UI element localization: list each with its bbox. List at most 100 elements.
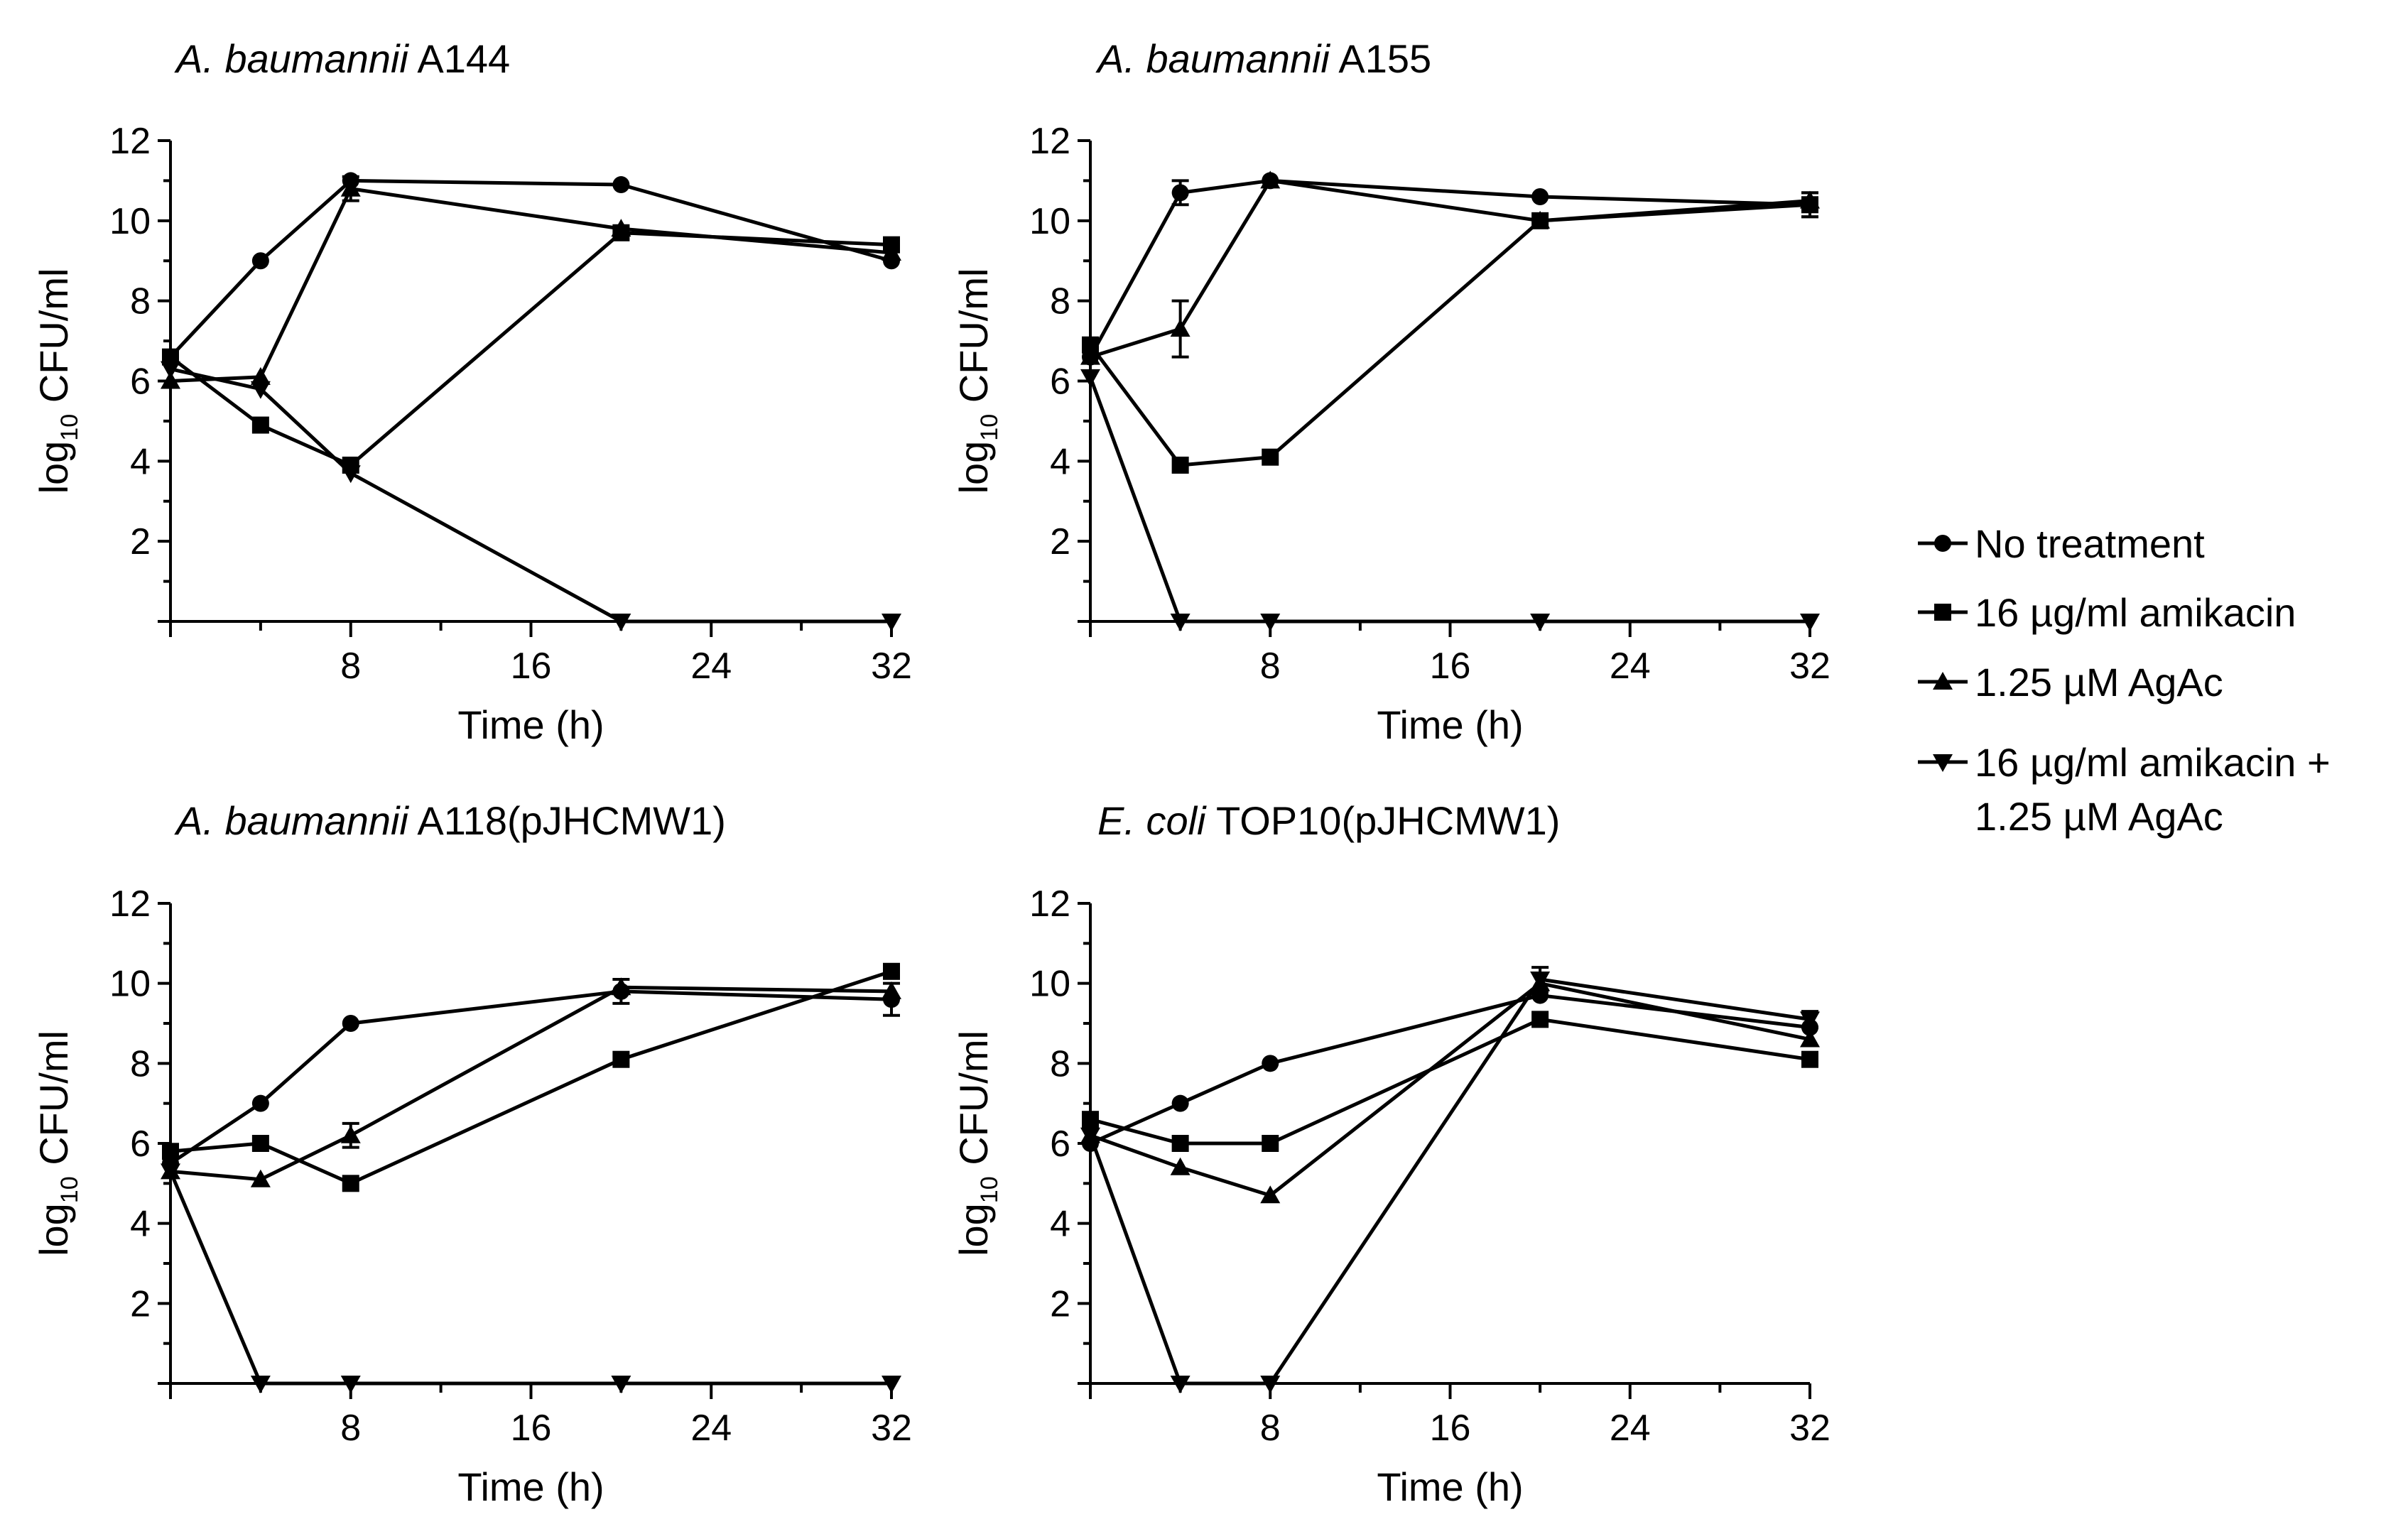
- y-axis-label: log10 CFU/ml: [31, 268, 83, 494]
- y-tick-label: 8: [130, 281, 151, 322]
- data-point: [1080, 347, 1100, 365]
- series-triangle-down: [161, 1163, 901, 1393]
- data-point: [340, 1125, 361, 1143]
- y-tick-label: 10: [1029, 964, 1070, 1005]
- series-triangle-up: [1080, 973, 1820, 1204]
- data-point: [611, 1376, 631, 1393]
- data-point: [1170, 1376, 1191, 1393]
- data-point: [340, 178, 361, 197]
- data-point: [882, 981, 901, 999]
- data-point: [1531, 1011, 1549, 1028]
- y-tick-label: 12: [1029, 121, 1070, 162]
- data-point: [1530, 972, 1551, 990]
- data-point: [250, 366, 271, 385]
- y-axis-label-sub: 10: [976, 414, 1003, 441]
- data-point: [1170, 1157, 1191, 1175]
- y-tick-label: 10: [109, 201, 151, 242]
- panel-title: A. baumannii A155: [1095, 36, 1431, 81]
- y-tick-label: 10: [1029, 201, 1070, 242]
- series-triangle-up: [161, 977, 901, 1187]
- legend-label: 16 µg/ml amikacin +: [1975, 740, 2331, 785]
- panel-title-rest: A155: [1330, 36, 1431, 81]
- y-tick-label: 10: [109, 964, 151, 1005]
- data-point: [1801, 1050, 1818, 1068]
- panel-title: A. baumannii A144: [174, 36, 510, 81]
- y-axis-label-prefix: log: [31, 441, 76, 494]
- y-tick-label: 8: [130, 1043, 151, 1084]
- data-point: [251, 416, 269, 434]
- y-tick-label: 2: [1050, 521, 1070, 562]
- data-point: [342, 1175, 359, 1192]
- series-line: [1088, 202, 1811, 467]
- data-point: [1171, 1135, 1189, 1152]
- data-point: [251, 252, 269, 270]
- legend-item: 16 µg/ml amikacin + 1.25 µM AgAc: [1918, 740, 2331, 839]
- series-line: [168, 1170, 891, 1386]
- series-square: [1082, 1011, 1818, 1152]
- data-point: [162, 1143, 179, 1160]
- series-circle: [162, 172, 900, 366]
- panel-title-italic: E. coli: [1097, 798, 1207, 843]
- data-point: [1800, 614, 1820, 631]
- y-axis-label-suffix: CFU/ml: [951, 1030, 996, 1176]
- data-point: [611, 977, 631, 996]
- series-line: [169, 178, 892, 359]
- series-line: [1090, 981, 1811, 1197]
- series-triangle-down: [1080, 966, 1820, 1393]
- x-axis-label: Time (h): [457, 702, 604, 747]
- x-tick-label: 16: [511, 646, 552, 687]
- data-point: [1171, 456, 1189, 474]
- legend-marker: [1934, 535, 1951, 552]
- legend-item: No treatment: [1918, 521, 2205, 566]
- x-tick-label: 32: [1789, 646, 1831, 687]
- data-point: [250, 381, 271, 399]
- series-circle: [1082, 986, 1818, 1152]
- y-axis-label-prefix: log: [951, 1203, 996, 1256]
- data-point: [612, 176, 630, 194]
- data-point: [1260, 1376, 1281, 1393]
- y-tick-label: 12: [109, 121, 151, 162]
- data-point: [1800, 1011, 1820, 1030]
- y-tick-label: 4: [1050, 1204, 1070, 1245]
- data-point: [882, 242, 901, 261]
- data-point: [1262, 448, 1279, 466]
- data-point: [612, 1050, 630, 1068]
- panel-title-rest: TOP10(pJHCMW1): [1206, 798, 1561, 843]
- y-tick-label: 6: [1050, 1124, 1070, 1165]
- data-point: [1170, 614, 1191, 631]
- y-tick-label: 8: [1050, 1043, 1070, 1084]
- data-point: [882, 1376, 901, 1393]
- x-tick-label: 24: [690, 646, 732, 687]
- data-point: [161, 371, 180, 389]
- y-tick-label: 8: [1050, 281, 1070, 322]
- data-point: [1262, 1135, 1279, 1152]
- legend-label: 16 µg/ml amikacin: [1975, 590, 2296, 635]
- x-tick-label: 16: [1430, 1408, 1471, 1449]
- data-point: [251, 1135, 269, 1152]
- legend-item: 16 µg/ml amikacin: [1918, 590, 2296, 635]
- panel-title-italic: A. baumannii: [174, 798, 409, 843]
- panel-title: A. baumannii A118(pJHCMW1): [174, 798, 726, 843]
- y-axis-label-suffix: CFU/ml: [31, 1030, 76, 1176]
- y-tick-label: 6: [130, 361, 151, 403]
- panel-title: E. coli TOP10(pJHCMW1): [1097, 798, 1560, 843]
- series-square: [1082, 191, 1818, 474]
- data-point: [1530, 614, 1551, 631]
- x-tick-label: 8: [1260, 646, 1281, 687]
- series-line: [1088, 977, 1811, 1386]
- y-tick-label: 12: [1029, 883, 1070, 925]
- panel-title-rest: A118(pJHCMW1): [408, 798, 726, 843]
- y-axis-label: log10 CFU/ml: [31, 1030, 83, 1256]
- x-tick-label: 24: [1610, 646, 1651, 687]
- legend: No treatment 16 µg/ml amikacin 1.25 µM AgA…: [1918, 521, 2331, 839]
- data-point: [1260, 170, 1281, 189]
- x-tick-label: 32: [871, 1408, 912, 1449]
- series-line: [169, 231, 892, 467]
- series-triangle-up: [1080, 170, 1820, 365]
- data-point: [1531, 187, 1549, 205]
- data-point: [250, 1376, 271, 1393]
- y-tick-label: 6: [1050, 361, 1070, 403]
